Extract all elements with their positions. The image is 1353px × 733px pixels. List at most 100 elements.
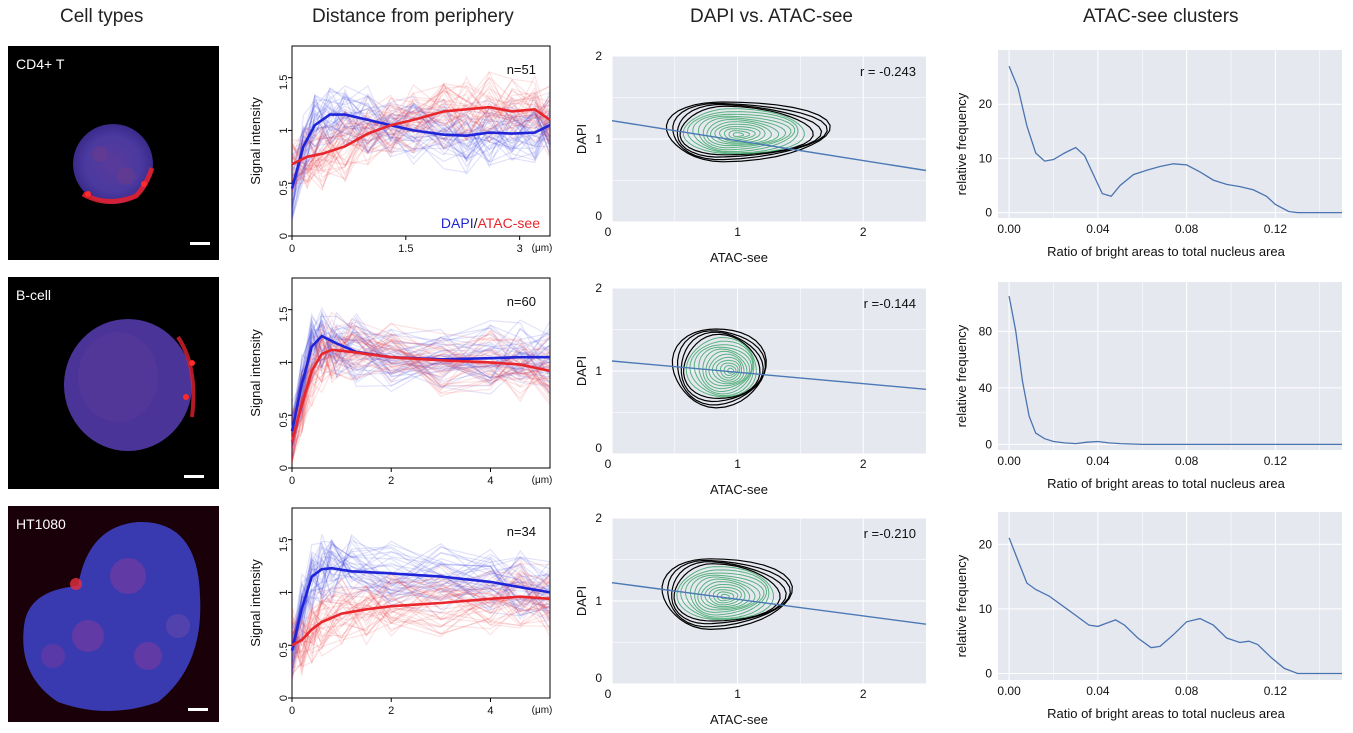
y-tick-label: 0 bbox=[278, 695, 290, 701]
y-tick-label: 40 bbox=[979, 381, 993, 395]
trace-line bbox=[292, 316, 550, 422]
x-tick-label: 4 bbox=[487, 475, 493, 487]
trace-line bbox=[292, 546, 550, 683]
x-axis-label: ATAC-see bbox=[710, 482, 768, 497]
x-tick-label: 2 bbox=[860, 457, 867, 471]
trace-line bbox=[292, 542, 550, 644]
x-unit-label: (μm) bbox=[532, 475, 553, 486]
cell-image-cd4: CD4+ T bbox=[8, 46, 219, 260]
trace-line bbox=[292, 563, 550, 674]
scale-bar bbox=[190, 242, 210, 245]
y-axis-label: relative frequency bbox=[954, 92, 969, 195]
x-tick-label: 0 bbox=[605, 225, 612, 239]
trace-line bbox=[292, 116, 550, 202]
trace-line bbox=[292, 347, 550, 416]
x-tick-label: 1.5 bbox=[398, 243, 413, 255]
trace-line bbox=[292, 320, 550, 449]
trace-line bbox=[292, 589, 550, 646]
trace-line bbox=[292, 336, 550, 423]
trace-line bbox=[292, 88, 550, 190]
scale-bar bbox=[188, 708, 208, 711]
trace-line bbox=[292, 100, 550, 185]
trace-line bbox=[292, 561, 550, 653]
trace-line bbox=[292, 551, 550, 647]
y-tick-label: 0 bbox=[985, 206, 992, 220]
x-unit-label: (μm) bbox=[532, 243, 553, 254]
x-tick-label: 0.12 bbox=[1264, 222, 1288, 236]
y-tick-label: 1 bbox=[595, 594, 602, 608]
trace-line bbox=[292, 81, 550, 180]
trace-line bbox=[292, 104, 550, 217]
trace-line bbox=[292, 90, 550, 176]
trace-line bbox=[292, 311, 550, 436]
trace-line bbox=[292, 90, 550, 175]
x-tick-label: 0 bbox=[289, 475, 295, 487]
trace-line bbox=[292, 112, 550, 174]
x-tick-label: 0.12 bbox=[1264, 454, 1288, 468]
trace-line bbox=[292, 318, 550, 435]
x-tick-label: 1 bbox=[734, 457, 741, 471]
plot-background bbox=[998, 282, 1342, 450]
y-axis-label: Signal intensity bbox=[248, 329, 263, 417]
x-tick-label: 0.08 bbox=[1175, 454, 1199, 468]
trace-line bbox=[292, 324, 550, 436]
trace-line bbox=[292, 105, 550, 219]
x-tick-label: 0.04 bbox=[1086, 684, 1110, 698]
y-tick-label: 1 bbox=[595, 132, 602, 146]
trace-line bbox=[292, 111, 550, 163]
trace-line bbox=[292, 318, 550, 457]
cell-label: HT1080 bbox=[16, 516, 66, 532]
bcell-nucleus-image bbox=[8, 277, 219, 489]
contour-line bbox=[673, 563, 781, 622]
x-tick-label: 0.08 bbox=[1175, 684, 1199, 698]
y-tick-label: 0.5 bbox=[278, 642, 290, 657]
trace-line bbox=[292, 311, 550, 416]
trace-line bbox=[292, 103, 550, 210]
trace-line bbox=[292, 339, 550, 437]
trace-line bbox=[292, 93, 550, 206]
trace-line bbox=[292, 94, 550, 213]
x-tick-label: 0.12 bbox=[1264, 684, 1288, 698]
trace-line bbox=[292, 84, 550, 185]
density-chart-ht1080: 0.00 0.04 0.08 0.12 0 10 20 Ratio of bright are… bbox=[950, 506, 1350, 728]
trace-line bbox=[292, 592, 550, 653]
x-tick-label: 0 bbox=[605, 457, 612, 471]
trace-line bbox=[292, 78, 550, 163]
col-title-cell-types: Cell types bbox=[60, 6, 144, 27]
trace-line bbox=[292, 102, 550, 219]
trace-line bbox=[292, 579, 550, 672]
y-axis-label: relative frequency bbox=[954, 554, 969, 657]
trace-line bbox=[292, 324, 550, 424]
y-tick-label: 0.5 bbox=[278, 180, 290, 195]
trace-line bbox=[292, 541, 550, 673]
x-tick-label: 0.00 bbox=[997, 454, 1021, 468]
plot-frame bbox=[291, 277, 551, 469]
trace-line bbox=[292, 568, 550, 665]
density-chart-cd4: 0.00 0.04 0.08 0.12 0 10 20 Ratio of bright are… bbox=[950, 44, 1350, 270]
y-tick-label: 0.5 bbox=[278, 412, 290, 427]
trace-line bbox=[292, 99, 550, 193]
trace-line bbox=[292, 96, 550, 172]
trace-line bbox=[292, 335, 550, 463]
trace-line bbox=[292, 572, 550, 676]
trace-line bbox=[292, 570, 550, 659]
x-tick-label: 0.08 bbox=[1175, 222, 1199, 236]
mean-line-atac bbox=[291, 105, 551, 166]
y-axis-label: DAPI bbox=[574, 124, 589, 154]
trace-line bbox=[292, 338, 550, 448]
trace-line bbox=[292, 598, 550, 642]
col-title-clusters: ATAC-see clusters bbox=[1083, 6, 1239, 27]
y-axis-label: Signal intensity bbox=[248, 559, 263, 647]
trace-line bbox=[292, 564, 550, 638]
trace-line bbox=[292, 570, 550, 669]
y-tick-label: 20 bbox=[979, 97, 993, 111]
trace-line bbox=[292, 101, 550, 157]
x-tick-label: 0 bbox=[289, 705, 295, 717]
trace-line bbox=[292, 558, 550, 680]
trace-line bbox=[292, 539, 550, 646]
trace-line bbox=[292, 91, 550, 182]
trace-line bbox=[292, 98, 550, 190]
trace-line bbox=[292, 95, 550, 183]
trace-line bbox=[292, 93, 550, 165]
legend-separator: / bbox=[474, 215, 478, 231]
